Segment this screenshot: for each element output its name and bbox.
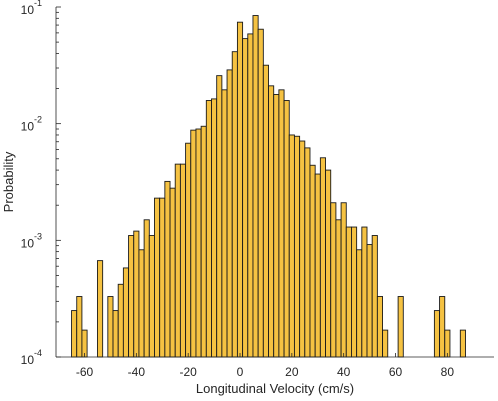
x-tick-label: 0: [237, 365, 244, 379]
histogram-bar: [314, 173, 321, 358]
histogram-bar: [293, 135, 301, 358]
histogram-bar: [117, 283, 124, 358]
histogram-bar: [179, 163, 187, 358]
histogram-bar: [252, 15, 259, 358]
histogram-bar: [382, 329, 389, 358]
histogram-bar: [376, 296, 383, 358]
histogram-bar: [335, 219, 342, 358]
histogram-bar: [371, 235, 378, 358]
histogram-bar: [340, 202, 347, 358]
histogram-bar: [169, 187, 176, 358]
y-tick-label-exponent: -4: [34, 348, 42, 358]
histogram-bar: [273, 93, 280, 358]
histogram-bar: [304, 147, 311, 358]
histogram-bar: [195, 128, 202, 358]
histogram-bar: [433, 310, 441, 358]
x-tick-label: -40: [128, 365, 146, 379]
histogram-bar: [154, 197, 161, 358]
histogram-bar: [268, 85, 275, 358]
histogram-bar: [459, 329, 466, 358]
histogram-bar: [231, 51, 238, 358]
x-axis-label: Longitudinal Velocity (cm/s): [196, 381, 354, 396]
histogram-bar: [309, 164, 316, 358]
axes-group: [55, 7, 494, 358]
x-tick-label: -60: [76, 365, 94, 379]
histogram-bar: [190, 129, 197, 358]
histogram-bar: [112, 310, 119, 358]
y-tick-label-exponent: -2: [34, 115, 42, 125]
y-tick-label-base: 10: [21, 3, 35, 17]
histogram-bar: [345, 226, 352, 358]
histogram-bar: [439, 296, 446, 358]
histogram-bar: [221, 89, 228, 358]
histogram-bar: [356, 249, 363, 358]
histogram-bar: [444, 329, 451, 358]
histogram-bar: [122, 267, 130, 358]
histogram-bar: [107, 296, 114, 358]
histogram-bar: [351, 226, 358, 358]
histogram-bar: [299, 140, 306, 358]
histogram-bar: [330, 202, 337, 358]
histogram-bar: [97, 260, 104, 358]
bars-group: [71, 15, 466, 358]
histogram-bar: [319, 157, 326, 358]
histogram-bar: [185, 142, 192, 358]
histogram-bar: [247, 33, 254, 358]
histogram-bar: [283, 100, 290, 358]
histogram-bar: [71, 310, 78, 358]
x-tick-label: 20: [285, 365, 299, 379]
histogram-bar: [133, 230, 140, 358]
y-tick-label-base: 10: [21, 120, 35, 134]
y-tick-label-exponent: -3: [34, 231, 42, 241]
x-tick-label: -20: [180, 365, 198, 379]
histogram-bar: [164, 180, 171, 358]
histogram-bar: [159, 197, 166, 358]
histogram-bar: [174, 163, 181, 358]
histogram-bar: [257, 28, 264, 358]
histogram-bar: [211, 98, 218, 358]
histogram-bar: [138, 249, 145, 358]
histogram-bar: [128, 235, 135, 358]
x-tick-label: 60: [389, 365, 403, 379]
histogram-bar: [278, 89, 285, 358]
histogram-bar: [366, 244, 373, 358]
histogram-bar: [216, 75, 223, 358]
x-tick-label: 40: [337, 365, 351, 379]
y-tick-label-base: 10: [21, 353, 35, 367]
histogram-bar: [76, 296, 83, 358]
y-tick-label-exponent: -1: [34, 0, 42, 8]
histogram-bar: [200, 125, 207, 358]
histogram-bar: [325, 169, 332, 358]
histogram-bar: [148, 235, 155, 358]
histogram-bar: [236, 21, 244, 358]
histogram-bar: [288, 134, 295, 358]
x-tick-label: 80: [441, 365, 455, 379]
histogram-bar: [397, 296, 404, 358]
histogram-bar: [361, 226, 368, 358]
histogram-bar: [143, 219, 150, 358]
histogram-bar: [242, 38, 249, 358]
histogram-bar: [262, 64, 269, 358]
histogram-bar: [205, 100, 212, 358]
y-tick-label-base: 10: [21, 236, 35, 250]
y-axis-label: Probability: [1, 151, 16, 212]
histogram-bar: [226, 69, 233, 358]
histogram-bar: [81, 329, 88, 358]
